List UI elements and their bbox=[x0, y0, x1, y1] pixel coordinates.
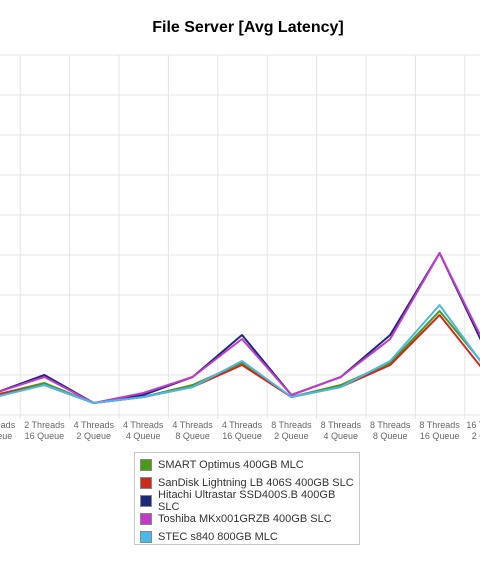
chart-title: File Server [Avg Latency] bbox=[152, 19, 344, 36]
x-tick-label: 8 Threads 8 Queue bbox=[370, 420, 411, 441]
x-tick-label: 8 Threads 16 Queue bbox=[419, 420, 460, 441]
x-tick-label: 4 Threads 8 Queue bbox=[172, 420, 213, 441]
legend-item[interactable]: SanDisk Lightning LB 406S 400GB SLC bbox=[140, 474, 354, 492]
legend-item[interactable]: Hitachi Ultrastar SSD400S.B 400GB SLC bbox=[140, 489, 354, 513]
legend-label: STEC s840 800GB MLC bbox=[158, 531, 278, 543]
gridlines bbox=[0, 54, 480, 419]
legend-swatch bbox=[140, 531, 152, 543]
x-tick-label: 4 Threads 2 Queue bbox=[74, 420, 115, 441]
legend-swatch bbox=[140, 459, 152, 471]
series-line bbox=[0, 304, 480, 404]
legend-label: SanDisk Lightning LB 406S 400GB SLC bbox=[158, 477, 354, 489]
legend-swatch bbox=[140, 513, 152, 525]
legend-label: Hitachi Ultrastar SSD400S.B 400GB SLC bbox=[158, 489, 336, 513]
series-lines bbox=[0, 252, 480, 404]
series-line bbox=[0, 252, 480, 404]
legend-label: Toshiba MKx001GRZB 400GB SLC bbox=[158, 513, 332, 525]
series-line bbox=[0, 252, 480, 404]
x-tick-label: 8 Threads 4 Queue bbox=[321, 420, 362, 441]
legend-item[interactable]: Toshiba MKx001GRZB 400GB SLC bbox=[140, 510, 354, 528]
x-tick-label: 4 Threads 4 Queue bbox=[123, 420, 164, 441]
x-tick-label: 2 Threads 16 Queue bbox=[24, 420, 65, 441]
x-tick-label: 4 Threads 16 Queue bbox=[222, 420, 263, 441]
legend-swatch bbox=[140, 495, 152, 507]
series-line bbox=[0, 310, 480, 404]
legend-label: SMART Optimus 400GB MLC bbox=[158, 459, 304, 471]
legend: SMART Optimus 400GB MLC SanDisk Lightning… bbox=[134, 452, 360, 545]
legend-item[interactable]: SMART Optimus 400GB MLC bbox=[140, 456, 354, 474]
legend-item[interactable]: STEC s840 800GB MLC bbox=[140, 528, 354, 546]
legend-swatch bbox=[140, 477, 152, 489]
x-tick-label: 8 Threads 2 Queue bbox=[271, 420, 312, 441]
